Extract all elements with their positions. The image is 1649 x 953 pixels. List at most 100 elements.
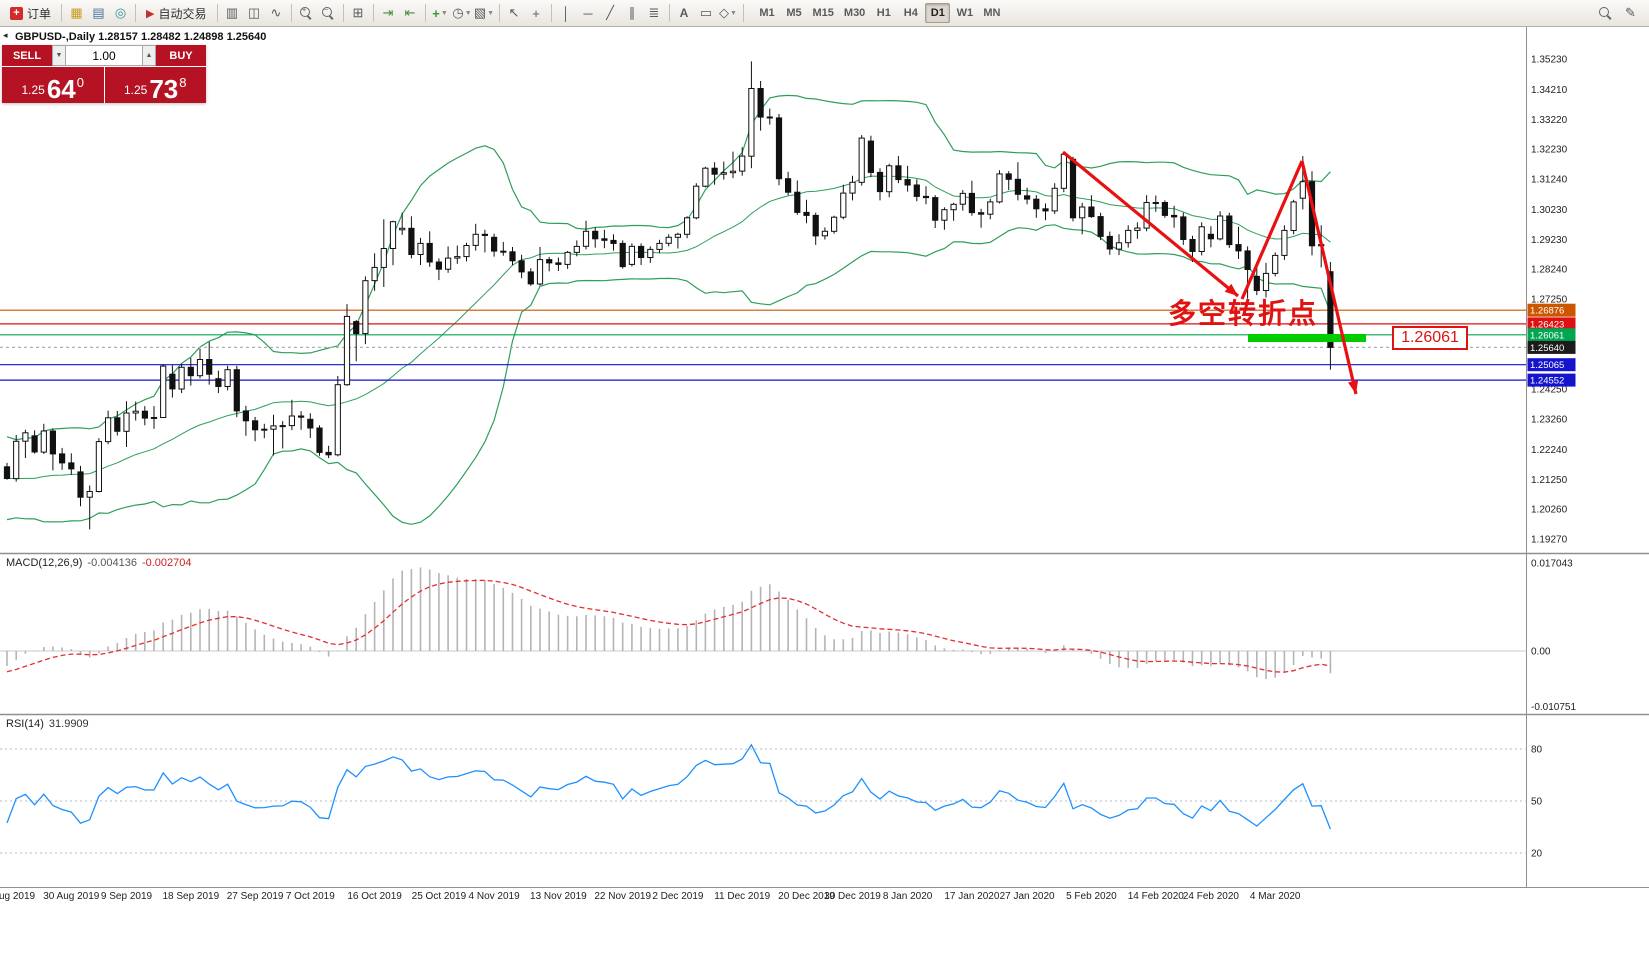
buy-price-sup: 8 xyxy=(179,75,187,90)
data-window-icon[interactable]: ▤ xyxy=(92,5,105,20)
svg-text:1.24552: 1.24552 xyxy=(1530,376,1564,387)
tf-button-m1[interactable]: M1 xyxy=(759,7,775,19)
svg-text:24 Feb 2020: 24 Feb 2020 xyxy=(1183,891,1240,902)
svg-text:1.19270: 1.19270 xyxy=(1531,535,1568,546)
navigator-icon[interactable]: ◎ xyxy=(114,5,127,20)
buy-price-button[interactable]: 1.25 73 8 xyxy=(104,67,206,104)
bar-chart-icon[interactable]: ▥ xyxy=(225,5,239,20)
toolbar-separator xyxy=(290,4,292,22)
rsi-name: RSI(14) xyxy=(6,718,44,730)
new-order-button[interactable]: + 订单 xyxy=(4,2,57,24)
svg-text:4 Nov 2019: 4 Nov 2019 xyxy=(469,891,521,902)
zoom-out-icon[interactable]: − xyxy=(318,2,339,24)
volume-up-button[interactable]: ▲ xyxy=(142,45,156,66)
buy-price-small: 1.25 xyxy=(123,83,148,97)
search-icon[interactable] xyxy=(1595,2,1616,24)
svg-text:0.017043: 0.017043 xyxy=(1531,559,1573,570)
sell-price-big: 64 xyxy=(46,73,76,104)
svg-text:27 Jan 2020: 27 Jan 2020 xyxy=(1000,891,1055,902)
text-icon[interactable]: A xyxy=(679,6,689,20)
horizontal-line-icon[interactable]: ─ xyxy=(583,5,593,21)
sell-button[interactable]: SELL xyxy=(2,45,52,66)
toolbar-separator xyxy=(668,4,670,22)
svg-text:1.29230: 1.29230 xyxy=(1531,235,1568,246)
toolbar-separator xyxy=(135,4,137,22)
indicators-icon: + xyxy=(432,5,440,21)
svg-text:50: 50 xyxy=(1531,797,1543,808)
svg-text:14 Feb 2020: 14 Feb 2020 xyxy=(1128,891,1185,902)
one-click-trade-panel: SELL ▼ ▲ BUY 1.25 64 0 1.25 73 8 xyxy=(2,45,206,103)
periods-button[interactable]: ◷ ▼ xyxy=(452,2,473,24)
tf-button-h1[interactable]: H1 xyxy=(876,7,891,19)
svg-text:20 Dec 2019: 20 Dec 2019 xyxy=(778,891,835,902)
tf-button-w1[interactable]: W1 xyxy=(956,7,974,19)
toolbar-separator xyxy=(372,4,374,22)
svg-text:1.27250: 1.27250 xyxy=(1531,295,1568,306)
svg-text:9 Sep 2019: 9 Sep 2019 xyxy=(101,891,153,902)
shapes-button[interactable]: ◇ ▼ xyxy=(718,2,739,24)
svg-text:20: 20 xyxy=(1531,849,1543,860)
svg-text:1.26423: 1.26423 xyxy=(1530,319,1564,330)
cursor-icon[interactable]: ↖ xyxy=(508,5,520,20)
crosshair-icon[interactable]: + xyxy=(532,5,540,21)
svg-text:1.21250: 1.21250 xyxy=(1531,475,1568,486)
rsi-value: 31.9909 xyxy=(48,718,89,730)
templates-icon: ▧ xyxy=(473,5,487,20)
buy-price-big: 73 xyxy=(149,73,179,104)
toolbar-right-group: ✎ xyxy=(1595,2,1645,24)
main-toolbar: + 订单 ▦ ▤ ◎ ▶ 自动交易 ▥ ◫ ∿ + − ⊞ ⇥ ⇤ + ▼ ◷ ▼ … xyxy=(0,0,1649,27)
templates-button[interactable]: ▧ ▼ xyxy=(474,2,495,24)
macd-indicator-label: MACD(12,26,9) -0.004136 -0.002704 xyxy=(6,557,192,569)
tf-button-d1[interactable]: D1 xyxy=(925,3,951,23)
svg-text:1.32230: 1.32230 xyxy=(1531,145,1568,156)
svg-text:27 Sep 2019: 27 Sep 2019 xyxy=(227,891,284,902)
trendline-icon[interactable]: ╱ xyxy=(606,5,614,20)
tf-button-h4[interactable]: H4 xyxy=(903,7,918,19)
tf-button-m30[interactable]: M30 xyxy=(843,7,866,19)
fibonacci-icon[interactable]: ≣ xyxy=(648,5,660,20)
line-chart-icon[interactable]: ∿ xyxy=(270,5,282,20)
candlestick-chart-icon[interactable]: ◫ xyxy=(247,5,261,20)
vertical-line-icon[interactable]: │ xyxy=(561,5,571,21)
chevron-down-icon: ▼ xyxy=(440,9,448,17)
chart-shift-icon[interactable]: ⇤ xyxy=(404,5,416,20)
tf-button-m15[interactable]: M15 xyxy=(812,7,834,19)
svg-text:1.26876: 1.26876 xyxy=(1530,306,1564,317)
volume-input[interactable] xyxy=(66,45,142,66)
market-watch-icon[interactable]: ▦ xyxy=(70,5,83,20)
tile-windows-icon[interactable]: ⊞ xyxy=(352,5,364,20)
label-icon[interactable]: ▭ xyxy=(699,5,713,20)
macd-value: -0.004136 xyxy=(87,557,137,569)
svg-text:0.00: 0.00 xyxy=(1531,647,1551,658)
autotrading-icon: ▶ xyxy=(146,7,155,20)
chart-shift-marker-icon: ◂ xyxy=(3,30,8,40)
auto-scroll-icon[interactable]: ⇥ xyxy=(382,5,394,20)
toolbar-separator xyxy=(742,4,744,22)
chevron-down-icon: ▼ xyxy=(464,9,472,17)
svg-text:5 Feb 2020: 5 Feb 2020 xyxy=(1066,891,1117,902)
zoom-in-icon[interactable]: + xyxy=(296,2,317,24)
toolbar-separator xyxy=(342,4,344,22)
tf-button-mn[interactable]: MN xyxy=(983,7,1001,19)
svg-text:1.33220: 1.33220 xyxy=(1531,115,1568,126)
channel-icon[interactable]: ∥ xyxy=(628,5,636,20)
toolbar-separator xyxy=(216,4,218,22)
svg-text:1.25065: 1.25065 xyxy=(1530,360,1564,371)
volume-down-button[interactable]: ▼ xyxy=(52,45,66,66)
svg-text:1.26061: 1.26061 xyxy=(1530,330,1564,341)
indicators-button[interactable]: + ▼ xyxy=(430,2,451,24)
macd-signal-value: -0.002704 xyxy=(141,557,192,569)
svg-text:80: 80 xyxy=(1531,745,1543,756)
tf-button-m5[interactable]: M5 xyxy=(786,7,802,19)
buy-button[interactable]: BUY xyxy=(156,45,206,66)
sell-price-small: 1.25 xyxy=(21,83,45,97)
svg-text:25 Oct 2019: 25 Oct 2019 xyxy=(412,891,467,902)
svg-text:1.34210: 1.34210 xyxy=(1531,85,1568,96)
edit-icon[interactable]: ✎ xyxy=(1625,5,1636,20)
svg-text:1.24250: 1.24250 xyxy=(1531,385,1568,396)
autotrading-button[interactable]: ▶ 自动交易 xyxy=(140,2,212,24)
sell-price-button[interactable]: 1.25 64 0 xyxy=(2,67,104,103)
toolbar-separator xyxy=(61,4,63,22)
svg-text:2 Dec 2019: 2 Dec 2019 xyxy=(652,891,704,902)
